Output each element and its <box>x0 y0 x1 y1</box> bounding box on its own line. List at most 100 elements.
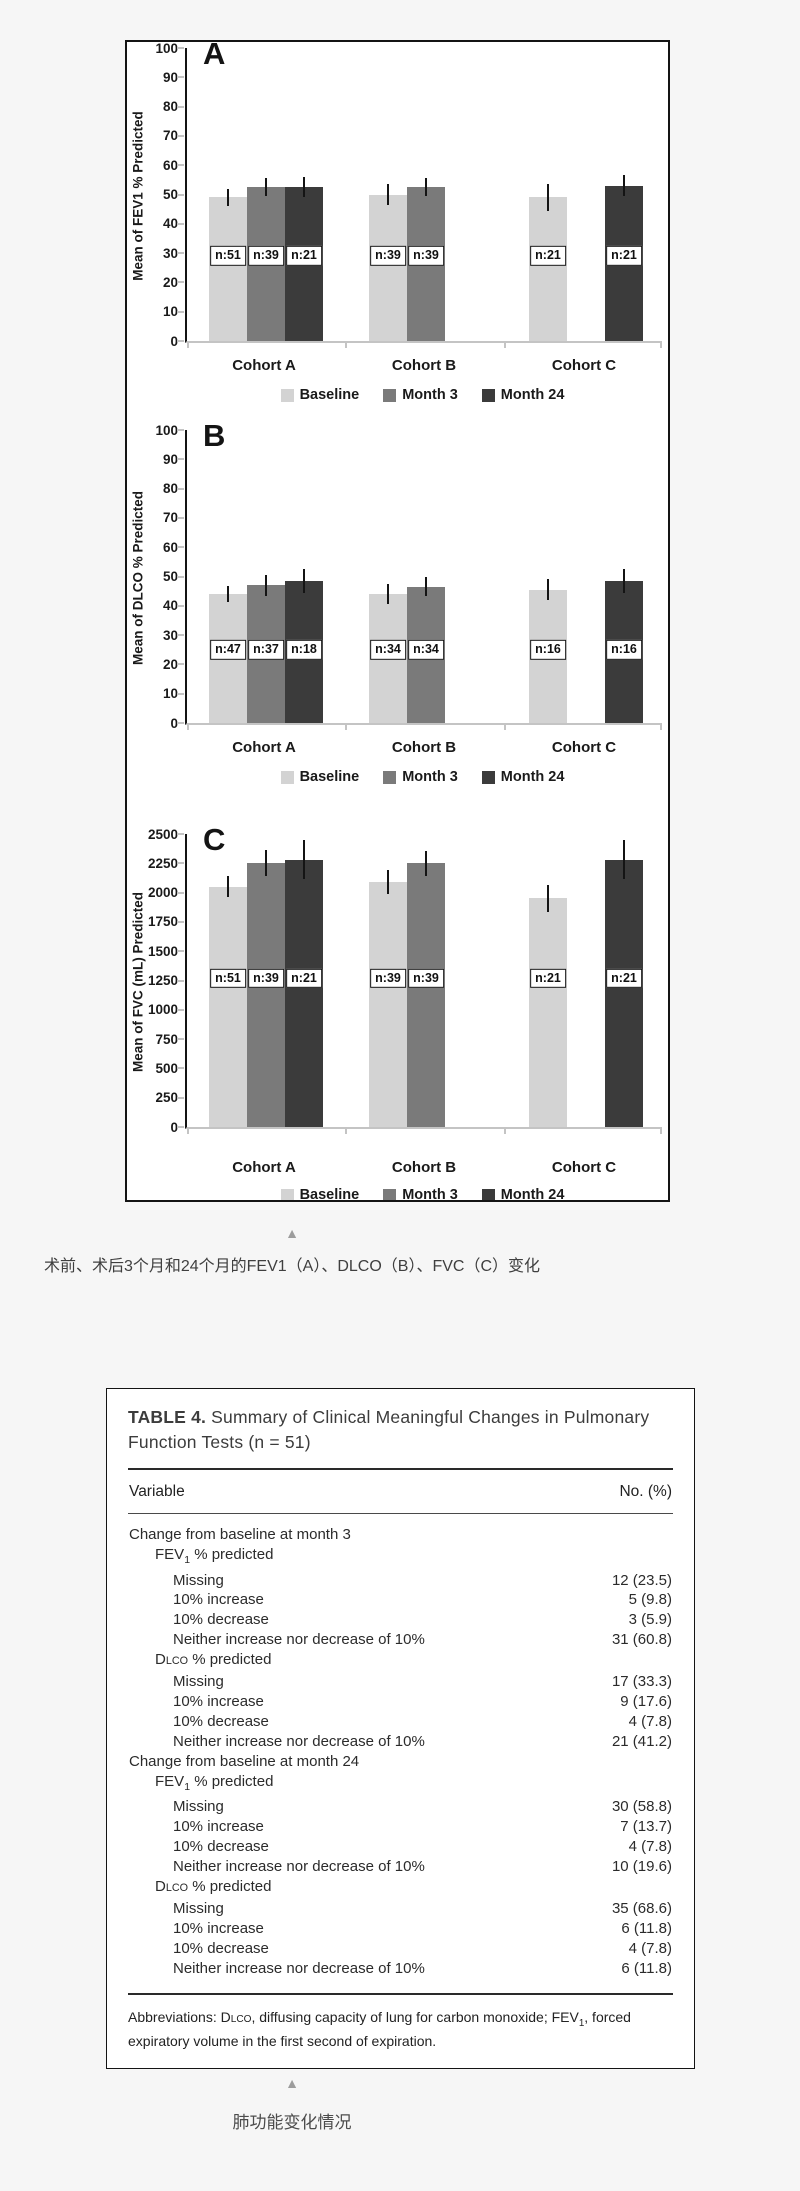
row-value: 31 (60.8) <box>611 1631 672 1649</box>
y-tick-label: 500 <box>155 1060 178 1076</box>
row-value: 10 (19.6) <box>611 1858 672 1876</box>
y-tick-mark <box>177 105 184 108</box>
legend-item: Baseline <box>280 769 359 785</box>
y-tick-mark <box>177 862 184 865</box>
legend-label: Month 3 <box>402 1187 458 1202</box>
n-label: n:39 <box>408 246 444 266</box>
y-tick-labels: 0 10 20 30 40 50 60 70 80 90 100 <box>147 423 185 729</box>
y-tick-label: 1750 <box>147 914 178 930</box>
y-tick-label: 250 <box>155 1089 178 1105</box>
y-tick-label: 50 <box>162 568 178 584</box>
legend-label: Month 3 <box>402 387 458 403</box>
x-tick-mark <box>187 343 189 348</box>
row-label: FEV1 % predicted <box>155 1772 274 1793</box>
bar-group: n:21 n:21 <box>529 834 643 1127</box>
y-tick-label: 100 <box>155 40 178 56</box>
y-tick-mark <box>177 1126 184 1128</box>
y-tick-label: 50 <box>162 186 178 202</box>
legend: Baseline Month 3 Month 24 <box>185 1187 660 1202</box>
category-label: Cohort C <box>551 1159 617 1176</box>
error-bar <box>547 885 549 912</box>
y-tick-label: 60 <box>162 157 178 173</box>
error-bar <box>265 575 267 596</box>
table-row: 10% increase 9 (17.6) <box>129 1692 672 1712</box>
category-label: Cohort A <box>232 739 296 756</box>
row-value <box>662 1772 672 1798</box>
plot-row: Mean of DLCO % Predicted 0 10 20 30 40 50 60 70… <box>127 418 668 730</box>
error-bar <box>265 850 267 877</box>
error-bar <box>425 178 427 196</box>
row-label: 10% increase <box>173 1591 264 1609</box>
row-label: Missing <box>173 1900 224 1917</box>
n-label: n:39 <box>370 246 406 266</box>
legend-label: Baseline <box>299 387 360 403</box>
n-label: n:21 <box>530 246 566 266</box>
row-value: 4 (7.8) <box>628 1939 672 1957</box>
n-label: n:39 <box>248 246 284 266</box>
rule <box>128 1467 673 1470</box>
y-tick-mark <box>177 47 184 49</box>
y-axis-label: Mean of FEV1 % Predicted <box>130 110 146 281</box>
legend-item: Baseline <box>280 1187 360 1202</box>
n-label: n:34 <box>408 639 444 660</box>
n-label: n:21 <box>530 968 566 988</box>
row-value: 35 (68.6) <box>611 1900 672 1917</box>
y-tick-labels: 0 10 20 30 40 50 60 70 80 90 100 <box>147 42 185 347</box>
bar <box>209 197 247 341</box>
y-tick-label: 30 <box>162 245 178 261</box>
y-tick-label: 1000 <box>147 1002 178 1018</box>
row-value: 9 (17.6) <box>620 1692 672 1710</box>
row-label: FEV1 % predicted <box>155 1545 274 1566</box>
y-tick-mark <box>177 281 184 284</box>
row-value <box>662 1545 672 1571</box>
x-tick-mark <box>660 343 662 348</box>
y-tick-mark <box>177 429 184 431</box>
y-tick-mark <box>177 340 184 342</box>
legend-label: Baseline <box>299 1187 360 1202</box>
column-variable: Variable <box>129 1482 185 1500</box>
legend-swatch <box>383 770 397 784</box>
legend-swatch <box>481 388 495 402</box>
row-label: 10% increase <box>173 1692 264 1710</box>
y-tick-label: 750 <box>155 1031 178 1047</box>
category-label: Cohort B <box>391 357 457 374</box>
x-tick-mark <box>345 1129 347 1134</box>
bar-group: n:47 n:37 n:18 <box>209 430 323 723</box>
y-tick-label: 40 <box>162 216 178 232</box>
row-label: Missing <box>173 1673 224 1691</box>
y-tick-mark <box>177 164 184 167</box>
table-row: 10% decrease 4 (7.8) <box>129 1939 672 1959</box>
row-value <box>662 1752 672 1772</box>
row-label: Missing <box>173 1798 224 1816</box>
legend-item: Month 24 <box>481 1187 564 1200</box>
table-header: Variable No. (%) <box>128 1470 673 1513</box>
y-tick-label: 20 <box>162 274 178 290</box>
bar-group: n:21 n:21 <box>529 48 643 341</box>
n-label: n:39 <box>370 968 406 988</box>
y-tick-mark <box>177 950 184 953</box>
legend-item: Month 3 <box>383 1187 458 1202</box>
row-label: 10% decrease <box>173 1939 269 1957</box>
row-label: Missing <box>173 1571 224 1589</box>
table-body: Change from baseline at month 3 FEV1 % pr… <box>128 1514 673 1983</box>
y-tick-label: 90 <box>162 69 178 85</box>
panel-letter: C <box>203 822 226 857</box>
legend-label: Month 3 <box>402 769 458 785</box>
y-tick-label: 100 <box>155 422 178 438</box>
table-row: 10% increase 7 (13.7) <box>129 1817 672 1837</box>
row-label: Change from baseline at month 24 <box>129 1752 360 1770</box>
legend: Baseline Month 3 Month 24 <box>185 387 660 403</box>
y-tick-labels: 0 250 500 750 1000 1250 1500 1750 2000 2250 2500 <box>147 827 185 1133</box>
legend: Baseline Month 3 Month 24 <box>185 769 660 785</box>
row-label: Neither increase nor decrease of 10% <box>173 1959 425 1977</box>
figure-caption: 术前、术后3个月和24个月的FEV1（A）、DLCO（B）、FVC（C）变化 <box>43 1258 541 1275</box>
error-bar <box>623 569 625 593</box>
bar-group: n:51 n:39 n:21 <box>209 48 323 341</box>
row-label: DLCO % predicted <box>155 1651 272 1669</box>
y-tick-mark <box>177 1008 184 1011</box>
legend-swatch <box>481 770 495 784</box>
y-tick-mark <box>177 516 184 519</box>
n-label: n:21 <box>606 968 642 988</box>
y-tick-label: 1500 <box>147 943 178 959</box>
